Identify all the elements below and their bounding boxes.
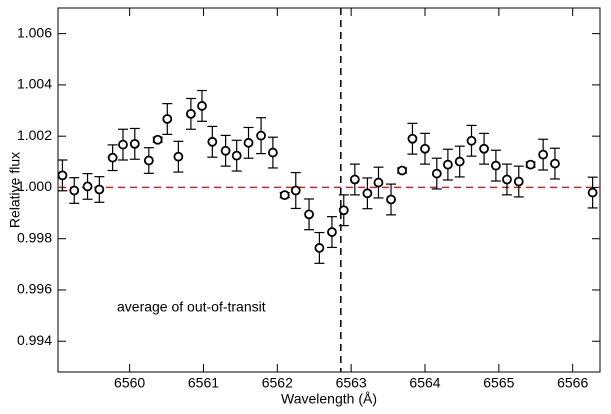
data-point [94, 184, 105, 195]
data-point [442, 159, 453, 170]
data-point [397, 165, 408, 176]
y-tick-label: 0.998 [17, 229, 52, 245]
x-tick-label: 6561 [188, 375, 219, 391]
data-point [466, 135, 477, 146]
data-point [220, 145, 231, 156]
data-point [513, 176, 524, 187]
x-tick-label: 6564 [409, 375, 440, 391]
data-point [82, 181, 93, 192]
data-point [327, 227, 337, 237]
data-point [386, 194, 396, 205]
annotation: average of out-of-transit [117, 299, 266, 315]
data-point [479, 143, 489, 154]
data-point [431, 168, 442, 179]
data-point [587, 187, 598, 198]
y-tick-label: 0.996 [17, 281, 52, 297]
data-point [490, 160, 501, 171]
data-point [538, 149, 549, 160]
data-point [162, 114, 173, 124]
data-point [338, 205, 349, 216]
plot-frame [57, 7, 601, 373]
x-tick-label: 6563 [336, 375, 367, 391]
data-point [207, 136, 218, 147]
data-point [304, 209, 314, 220]
x-tick-label: 6562 [262, 375, 293, 391]
y-tick-label: 1.002 [17, 127, 52, 143]
data-point [143, 155, 154, 166]
data-point [243, 137, 254, 148]
data-point [267, 147, 278, 158]
data-point [118, 139, 128, 150]
data-point [314, 243, 325, 253]
y-tick-label: 1.006 [17, 24, 52, 40]
data-point [420, 143, 430, 154]
data-point [57, 170, 68, 181]
x-axis-label: Wavelength (Å) [281, 391, 377, 407]
data-point [407, 133, 418, 144]
data-point [231, 150, 242, 161]
data-point [186, 108, 196, 119]
data-point [197, 101, 207, 111]
x-tick-label: 6566 [557, 375, 588, 391]
data-point [290, 185, 301, 196]
y-axis-label: Relative flux [7, 152, 23, 228]
data-point [107, 152, 118, 163]
data-point [502, 174, 512, 185]
data-point [69, 185, 80, 196]
y-tick-label: 1.004 [17, 76, 52, 92]
data-point [525, 159, 536, 170]
data-point [373, 177, 384, 188]
x-tick-label: 6560 [114, 375, 145, 391]
data-point [173, 151, 184, 162]
data-point [349, 174, 360, 185]
data-point [550, 158, 560, 169]
data-point [256, 130, 266, 141]
y-tick-label: 0.994 [17, 332, 52, 348]
data-point [129, 138, 140, 149]
y-tick-label: 1.000 [17, 178, 52, 194]
data-point [152, 134, 163, 145]
x-tick-label: 6565 [483, 375, 514, 391]
data-point [279, 190, 290, 201]
data-point [362, 188, 373, 199]
data-point [454, 156, 465, 167]
